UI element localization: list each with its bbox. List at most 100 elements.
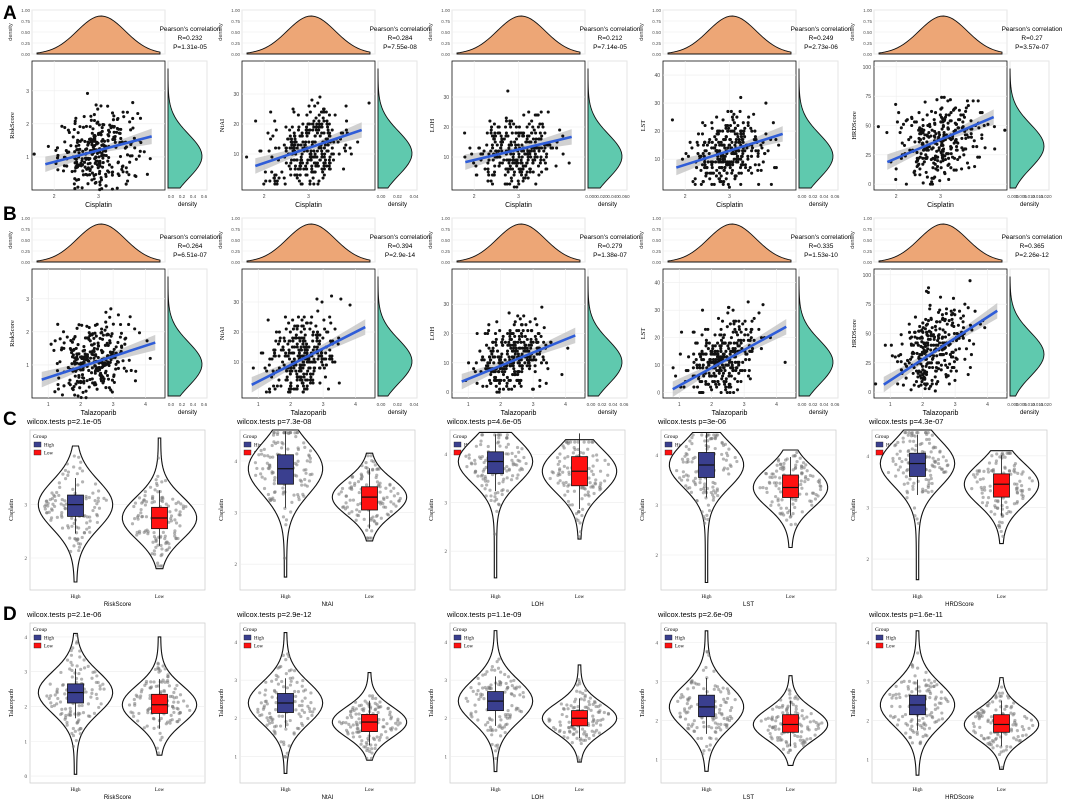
data-point: [330, 146, 334, 150]
data-point: [106, 343, 110, 347]
correlation-r: R=0.279: [598, 243, 623, 250]
data-point: [731, 308, 735, 312]
x-axis-title: Talazoparib: [501, 410, 537, 417]
violin-point: [1012, 469, 1016, 473]
violin-point: [710, 436, 714, 441]
data-point: [83, 160, 87, 164]
violin-point: [255, 466, 259, 471]
violin-point: [97, 705, 101, 710]
violin-point: [713, 437, 717, 441]
data-point: [281, 360, 285, 364]
data-point: [494, 337, 498, 341]
violin-point: [712, 489, 716, 493]
density-tick-label: 0.020: [1040, 194, 1052, 199]
violin-point: [266, 454, 270, 458]
data-point: [966, 135, 971, 139]
data-point: [534, 337, 538, 341]
legend-label-low: Low: [44, 645, 54, 650]
data-point: [931, 166, 935, 170]
data-point: [935, 354, 939, 358]
violin-point: [283, 490, 287, 494]
violin-point: [262, 454, 267, 458]
data-point: [925, 175, 929, 179]
data-point: [110, 187, 114, 191]
violin-point: [464, 454, 468, 458]
data-point: [935, 98, 939, 102]
violin-point: [142, 498, 146, 502]
data-point: [482, 149, 486, 153]
violin-point: [1018, 479, 1022, 483]
data-point: [525, 346, 529, 350]
legend-title: Group: [33, 627, 47, 633]
violin-point: [500, 489, 504, 493]
data-point: [327, 122, 331, 126]
data-point: [919, 383, 923, 387]
data-point: [56, 387, 61, 391]
data-point: [959, 113, 963, 117]
data-point: [924, 153, 928, 157]
data-point: [704, 174, 708, 178]
violin-point: [567, 483, 571, 487]
violin-point: [587, 440, 591, 444]
data-point: [148, 356, 152, 360]
data-point: [541, 125, 545, 129]
data-point: [545, 152, 549, 156]
violin-point: [735, 459, 739, 464]
violin-point: [284, 523, 288, 527]
data-point: [750, 146, 755, 150]
data-point: [961, 336, 965, 340]
data-point: [322, 107, 326, 111]
violin-point: [304, 471, 308, 475]
data-point: [520, 346, 524, 350]
data-point: [131, 101, 135, 105]
y-tick-label: 20: [443, 125, 449, 131]
data-point: [736, 344, 740, 348]
violin-point: [98, 684, 102, 688]
violin-point: [606, 462, 611, 466]
data-point: [704, 352, 708, 356]
data-point: [737, 319, 741, 323]
data-point: [487, 346, 491, 350]
data-point: [506, 89, 510, 93]
data-point: [731, 369, 736, 373]
data-point: [918, 336, 922, 340]
data-point: [61, 330, 66, 334]
violin-point: [504, 445, 509, 449]
violin-point: [296, 459, 300, 463]
data-point: [312, 149, 316, 153]
data-point: [317, 128, 321, 132]
data-point: [90, 171, 94, 175]
data-point: [100, 165, 105, 169]
data-point: [367, 101, 371, 105]
violin-point: [980, 487, 984, 492]
data-point: [703, 327, 708, 331]
data-point: [114, 367, 118, 371]
data-point: [951, 321, 955, 325]
data-point: [71, 135, 75, 139]
violin-point: [78, 655, 82, 659]
data-point: [525, 337, 529, 341]
violin-point: [151, 494, 155, 499]
data-point: [700, 349, 704, 353]
panel-label-a: A: [3, 3, 17, 24]
data-point: [542, 149, 546, 153]
violin-point: [281, 442, 285, 446]
data-point: [79, 362, 83, 366]
violin-point: [493, 499, 497, 503]
violin-point: [944, 459, 948, 463]
violin-point: [595, 458, 599, 462]
violin-point: [303, 445, 307, 449]
data-point: [719, 180, 723, 184]
data-point: [732, 341, 736, 345]
data-point: [100, 139, 104, 143]
data-point: [308, 155, 312, 159]
data-point: [525, 137, 529, 141]
data-point: [752, 316, 756, 320]
violin-point: [76, 713, 80, 717]
violin-point: [286, 447, 290, 451]
x-density-curve: [456, 15, 581, 55]
data-point: [308, 110, 312, 114]
violin-point: [156, 751, 161, 755]
violin-point: [96, 680, 100, 685]
